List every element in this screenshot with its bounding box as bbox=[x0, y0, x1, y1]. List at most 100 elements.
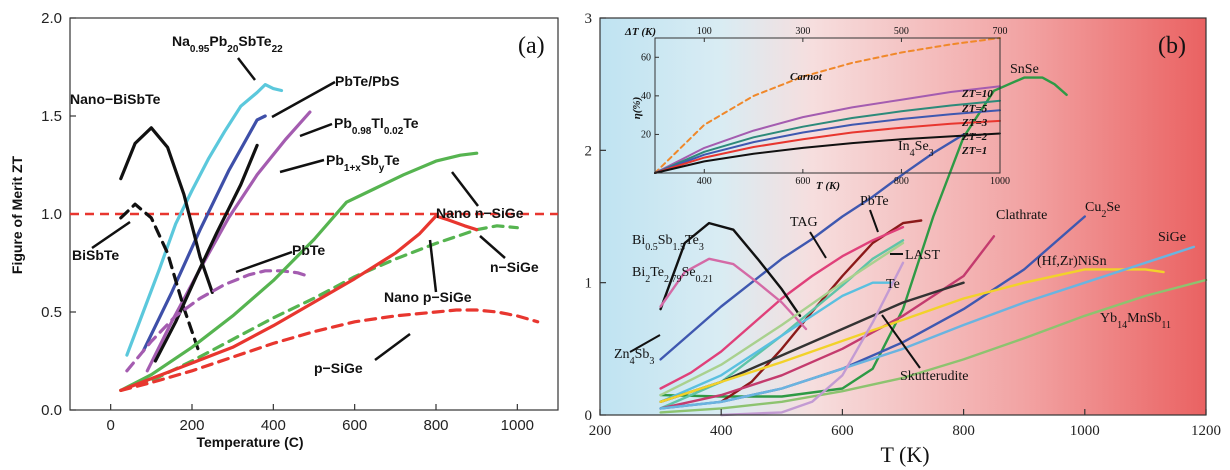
label-cu2se: Cu2Se bbox=[1085, 200, 1120, 220]
label-p-sige: p−SiGe bbox=[314, 360, 363, 376]
arrow-pbte bbox=[235, 250, 293, 274]
inset-series-line-zt-3 bbox=[654, 109, 1001, 174]
arrow-skutterudite bbox=[881, 314, 921, 369]
arrow-p-sige bbox=[374, 332, 411, 362]
label-bi-te-se: Bi2Te2.79Se0.21 bbox=[632, 265, 713, 285]
panel-a-label: (a) bbox=[518, 33, 545, 59]
label-in4se3: In4Se3 bbox=[898, 139, 934, 159]
label-n-sige: n−SiGe bbox=[490, 259, 539, 275]
label-clathrate: Clathrate bbox=[996, 208, 1047, 223]
inset-series-line-zt-2 bbox=[654, 119, 1001, 174]
series-line-sige bbox=[659, 245, 1196, 410]
series-line-pb0-98tl0-02te bbox=[145, 110, 312, 373]
inset-series-line-zt-5 bbox=[654, 99, 1001, 174]
inset-x-tick-label: 600 bbox=[795, 176, 810, 187]
series-line-nano-bisbte bbox=[119, 126, 214, 294]
panel-a-y-tick-label: 1.5 bbox=[41, 108, 62, 125]
inset-label-zt10: ZT=10 bbox=[961, 88, 993, 100]
inset-ticks: 400 600 800 1000 20 40 60 100 300 500 700 bbox=[641, 26, 1010, 187]
inset-y-tick-label: 60 bbox=[641, 52, 651, 63]
arrow-bisbte bbox=[91, 220, 131, 250]
series-line-bi0-5sb1-5te3 bbox=[659, 221, 802, 317]
panel-a-ticks: 0 200 400 600 800 1000 0.0 0.5 1.0 1.5 2.0 bbox=[41, 10, 534, 434]
inset-y-tick-label: 20 bbox=[641, 129, 651, 140]
label-nano-p-sige: Nano p−SiGe bbox=[384, 289, 472, 305]
panel-b-x-tick-label: 200 bbox=[589, 423, 612, 439]
label-hfzr-nisn: (Hf,Zr)NiSn bbox=[1037, 254, 1107, 269]
panel-a-x-tick-label: 400 bbox=[261, 417, 286, 434]
panel-b-label: (b) bbox=[1158, 33, 1186, 59]
panel-b-x-tick-label: 1200 bbox=[1191, 423, 1221, 439]
label-nano-n-sige: Nano n−SiGe bbox=[436, 205, 524, 221]
inset-x-axis-label: T (K) bbox=[816, 180, 840, 192]
panel-b-plot-frame bbox=[599, 17, 1207, 416]
label-pbte: PbTe bbox=[292, 242, 325, 258]
efficiency-inset: 400 600 800 1000 20 40 60 100 300 500 700 ΔT (K) T… bbox=[624, 26, 1010, 192]
series-line-bi2te2-79se0-21 bbox=[659, 257, 808, 331]
series-line-hf-zr-nisn bbox=[659, 268, 1165, 403]
series-line-yb14mnsb11 bbox=[659, 278, 1208, 414]
inset-y-axis-label: η(%) bbox=[631, 97, 643, 120]
inset-top-axis-label: ΔT (K) bbox=[624, 26, 656, 38]
label-sige: SiGe bbox=[1158, 230, 1186, 245]
series-line-pbte bbox=[125, 269, 312, 373]
label-snse: SnSe bbox=[1010, 62, 1039, 77]
panel-b-y-tick-label: 0 bbox=[585, 408, 593, 424]
label-pbte-b: PbTe bbox=[860, 194, 889, 209]
panel-a-arrows bbox=[91, 57, 506, 362]
inset-top-tick-label: 100 bbox=[697, 26, 712, 37]
series-line-nano-n-sige bbox=[119, 151, 479, 392]
panel-b-x-tick-label: 600 bbox=[831, 423, 854, 439]
arrow-nano-p-sige bbox=[428, 239, 438, 293]
inset-top-tick-label: 700 bbox=[993, 26, 1008, 37]
series-line-te bbox=[659, 281, 893, 403]
panel-b-ticks: 200 400 600 800 1000 1200 0 1 2 3 bbox=[585, 11, 1222, 439]
series-line-na0-95pb20sbte22 bbox=[125, 82, 284, 357]
arrow-pb-tl bbox=[299, 122, 333, 138]
series-line-in4se3 bbox=[659, 133, 965, 361]
panel-b-y-tick-label: 1 bbox=[585, 276, 593, 292]
inset-x-tick-label: 800 bbox=[894, 176, 909, 187]
series-line-pb1-xsbyte bbox=[153, 143, 259, 363]
series-line-clathrate bbox=[659, 235, 996, 410]
arrow-na-pb bbox=[237, 57, 256, 81]
panel-b-y-tick-label: 2 bbox=[585, 143, 593, 159]
label-last: LAST bbox=[905, 248, 940, 263]
arrow-nano-n-sige bbox=[451, 171, 479, 207]
panel-a-y-tick-label: 1.0 bbox=[41, 206, 62, 223]
inset-x-tick-label: 1000 bbox=[990, 176, 1010, 187]
inset-frame bbox=[654, 37, 1001, 174]
series-line-unlabeled bbox=[720, 261, 905, 417]
inset-y-tick-label: 40 bbox=[641, 91, 651, 102]
panel-a-y-tick-label: 0.5 bbox=[41, 304, 62, 321]
inset-label-zt2: ZT=2 bbox=[961, 131, 988, 143]
arrow-n-sige bbox=[479, 235, 506, 259]
panel-a-x-tick-label: 1000 bbox=[501, 417, 534, 434]
series-line-pbte-pbs bbox=[141, 114, 267, 353]
panel-a-y-axis-label: Figure of Merit ZT bbox=[9, 155, 25, 274]
series-line-zn4sb3 bbox=[659, 241, 905, 397]
panel-b: 200 400 600 800 1000 1200 0 1 2 3 (b) T (K) 400 60… bbox=[585, 11, 1222, 467]
series-line-nano-p-sige bbox=[119, 214, 479, 392]
label-zn4sb3: Zn4Sb3 bbox=[614, 347, 654, 367]
panel-a-y-tick-label: 0.0 bbox=[41, 402, 62, 419]
panel-b-x-tick-label: 800 bbox=[952, 423, 975, 439]
panel-b-x-axis-label: T (K) bbox=[880, 442, 929, 467]
panel-a-y-tick-label: 2.0 bbox=[41, 10, 62, 27]
label-pbte-pbs: PbTe/PbS bbox=[335, 73, 399, 89]
arrow-pbte-pbs bbox=[271, 80, 336, 119]
panel-a-x-tick-label: 800 bbox=[423, 417, 448, 434]
panel-b-series bbox=[659, 76, 1208, 417]
label-nano-bisbte: Nano−BiSbTe bbox=[70, 91, 161, 107]
inset-label-zt5: ZT=5 bbox=[961, 103, 988, 115]
panel-a-x-tick-label: 200 bbox=[179, 417, 204, 434]
panel-b-arrows bbox=[629, 209, 921, 369]
series-line-snse bbox=[659, 76, 1068, 398]
arrow-zn4sb3 bbox=[629, 334, 661, 353]
panel-b-x-tick-label: 1000 bbox=[1070, 423, 1100, 439]
inset-label-zt3: ZT=3 bbox=[961, 117, 988, 129]
panel-a: 0 200 400 600 800 1000 0.0 0.5 1.0 1.5 2.0 (a) Tem… bbox=[9, 10, 559, 450]
inset-label-carnot: Carnot bbox=[790, 71, 823, 83]
arrow-pb-sb bbox=[279, 158, 325, 174]
